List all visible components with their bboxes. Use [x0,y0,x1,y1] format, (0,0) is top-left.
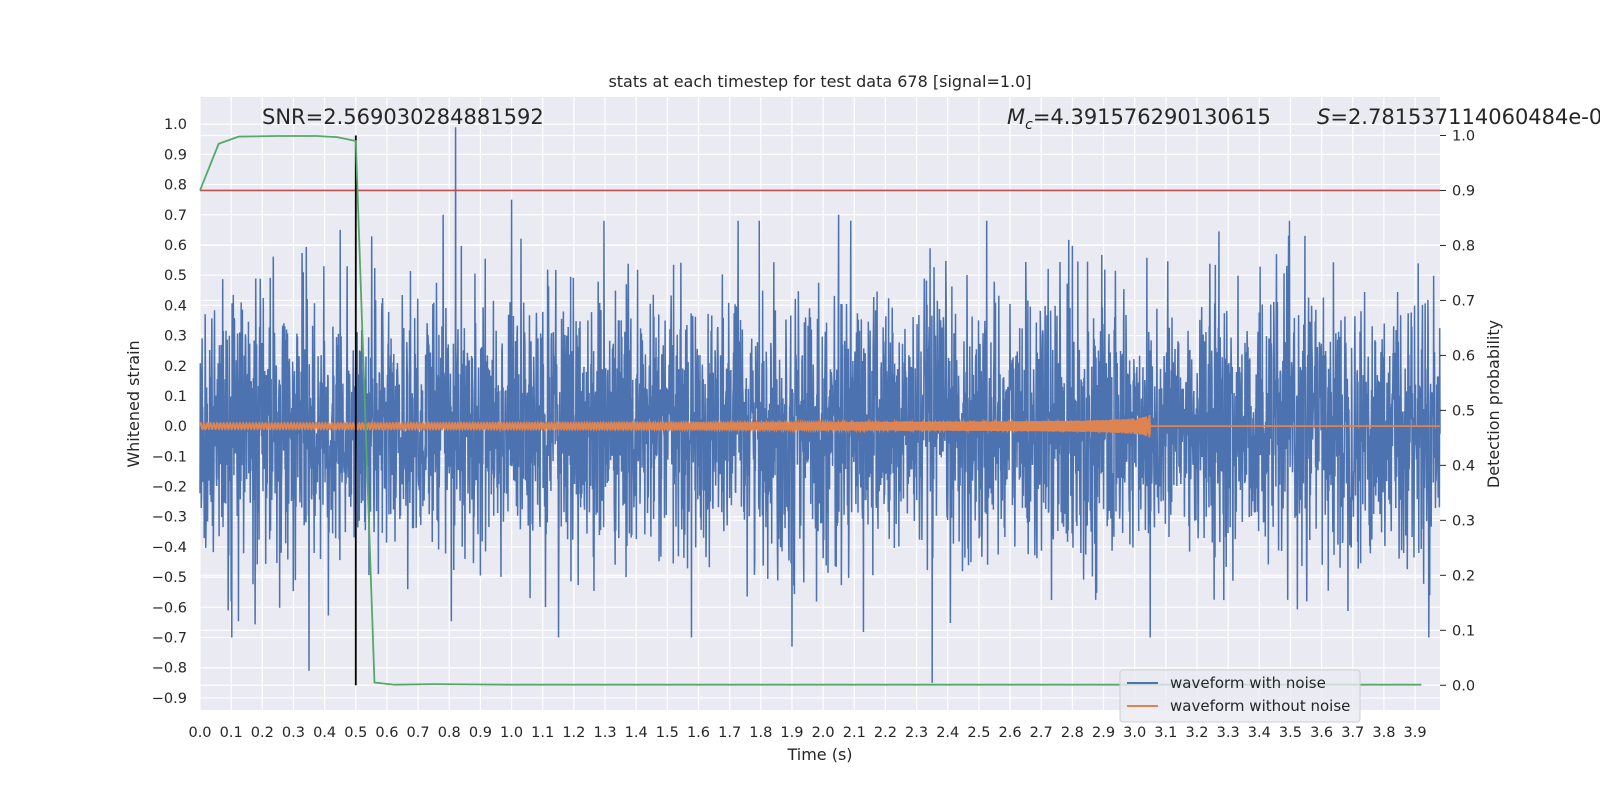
x-tick-label: 1.8 [749,725,772,741]
y-right-tick-label: 0.4 [1452,458,1475,474]
x-tick-label: 3.3 [1217,725,1240,741]
y-right-tick-label: 0.0 [1452,678,1475,694]
x-tick-label: 1.2 [562,725,585,741]
y-left-tick-label: −0.2 [152,480,187,496]
x-tick-label: 1.6 [687,725,710,741]
y-right-tick-label: 0.6 [1452,348,1475,364]
x-tick-label: 1.3 [593,725,616,741]
y-left-tick-label: 1.0 [164,117,187,133]
x-tick-label: 3.8 [1372,725,1395,741]
x-tick-label: 0.3 [282,725,305,741]
x-tick-label: 3.6 [1310,725,1333,741]
x-tick-label: 2.4 [936,725,959,741]
y-left-tick-label: −0.5 [152,570,187,586]
y-right-tick-label: 0.3 [1452,513,1475,529]
s-symbol: S [1317,105,1330,129]
x-tick-label: 2.8 [1061,725,1084,741]
x-tick-label: 3.7 [1341,725,1364,741]
x-tick-label: 1.5 [656,725,679,741]
chart-title: stats at each timestep for test data 678… [608,72,1031,91]
x-tick-label: 1.0 [500,725,523,741]
noisy-waveform-series [199,127,1441,683]
y-left-tick-label: −0.4 [152,540,187,556]
x-tick-label: 0.9 [469,725,492,741]
y-right-tick-label: 1.0 [1452,128,1475,144]
probability-series [199,135,1422,686]
x-tick-label: 2.5 [967,725,990,741]
legend: waveform with noise waveform without noi… [1119,669,1361,723]
y-axis-label-left: Whitened strain [124,340,143,467]
x-tick-label: 2.2 [874,725,897,741]
x-tick-label: 3.9 [1404,725,1427,741]
x-tick-label: 0.0 [188,725,211,741]
s-annotation: S=2.781537114060484e-02 [1317,105,1600,129]
y-left-tick-label: −0.6 [152,600,187,616]
y-left-tick-label: 0.8 [164,178,187,194]
y-left-tick-label: 0.6 [164,238,187,254]
snr-annotation: SNR=2.569030284881592 [262,105,544,129]
y-left-tick-label: −0.7 [152,631,187,647]
x-tick-label: 0.2 [251,725,274,741]
x-tick-label: 0.1 [220,725,243,741]
y-left-tick-label: 0.1 [164,389,187,405]
x-tick-label: 2.0 [812,725,835,741]
y-left-tick-label: −0.8 [152,661,187,677]
x-tick-label: 1.7 [718,725,741,741]
y-left-tick-label: −0.1 [152,449,187,465]
x-tick-label: 1.9 [780,725,803,741]
x-tick-label: 1.1 [531,725,554,741]
x-tick-label: 0.5 [344,725,367,741]
x-tick-label: 3.0 [1123,725,1146,741]
x-tick-label: 2.3 [905,725,928,741]
chirp-mass-value: =4.391576290130615 [1033,105,1271,129]
y-right-tick-label: 0.5 [1452,403,1475,419]
y-right-tick-label: 0.9 [1452,183,1475,199]
x-tick-label: 3.2 [1185,725,1208,741]
x-tick-label: 3.4 [1248,725,1271,741]
y-left-tick-label: −0.9 [152,691,187,707]
x-tick-label: 2.7 [1030,725,1053,741]
clean-waveform-line [199,414,1440,438]
reference-lines [200,135,1440,686]
s-value: =2.781537114060484e-02 [1330,105,1600,129]
x-tick-label: 3.5 [1279,725,1302,741]
x-tick-label: 3.1 [1154,725,1177,741]
x-tick-label: 0.6 [375,725,398,741]
legend-box [1119,669,1361,723]
noisy-waveform-line [199,127,1441,683]
probability-line [199,135,1422,686]
x-axis-label: Time (s) [786,745,852,764]
legend-label-clean: waveform without noise [1170,697,1350,715]
x-tick-label: 2.1 [843,725,866,741]
y-left-tick-label: 0.4 [164,298,187,314]
chirp-mass-subscript: c [1025,117,1033,133]
clean-waveform-series [199,414,1440,438]
chirp-mass-annotation: Mc=4.391576290130615 [1007,105,1271,133]
x-tick-label: 2.9 [1092,725,1115,741]
x-tick-label: 2.6 [999,725,1022,741]
y-left-tick-label: 0.3 [164,329,187,345]
y-right-tick-label: 0.1 [1452,623,1475,639]
y-left-tick-label: 0.0 [164,419,187,435]
x-tick-label: 0.7 [407,725,430,741]
chirp-mass-symbol: M [1007,105,1025,129]
y-left-tick-label: 0.2 [164,359,187,375]
y-right-tick-label: 0.2 [1452,568,1475,584]
x-tick-label: 1.4 [625,725,648,741]
tick-labels: 0.0 0.1 0.2 0.3 0.4 0.5 0.6 0.7 0.8 0.9 1.0 1.1 1.2 1… [152,117,1475,741]
y-left-tick-label: 0.5 [164,268,187,284]
y-left-tick-label: 0.7 [164,208,187,224]
legend-label-noisy: waveform with noise [1170,674,1326,692]
y-axis-label-right: Detection probability [1484,320,1503,488]
y-left-tick-label: −0.3 [152,510,187,526]
x-tick-label: 0.8 [438,725,461,741]
x-tick-label: 0.4 [313,725,336,741]
y-right-tick-label: 0.8 [1452,238,1475,254]
y-right-tick-label: 0.7 [1452,293,1475,309]
y-left-tick-label: 0.9 [164,147,187,163]
